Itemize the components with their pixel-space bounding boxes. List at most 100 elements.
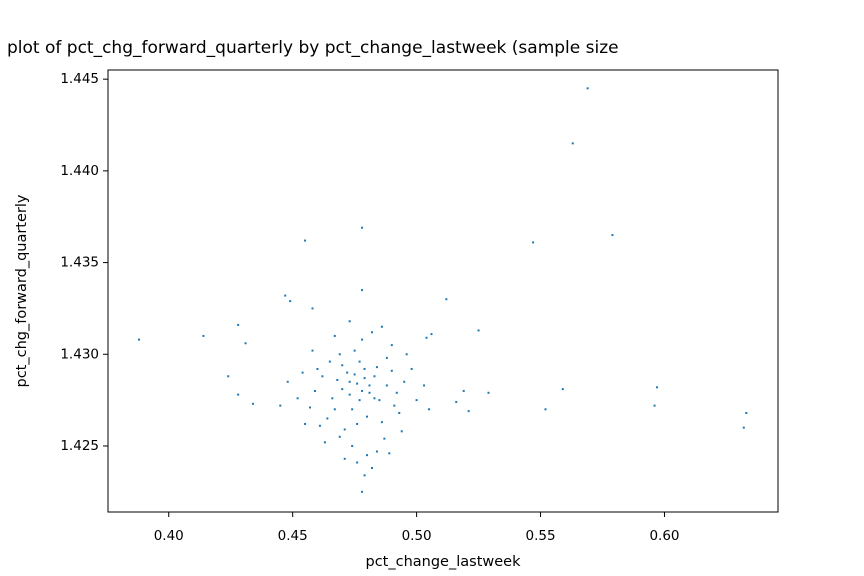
point (341, 364, 344, 367)
point (237, 393, 240, 396)
point (405, 353, 408, 356)
point (400, 430, 403, 433)
point (368, 391, 371, 394)
point (348, 380, 351, 383)
point (415, 399, 418, 402)
point (309, 406, 312, 409)
y-tick-label: 1.425 (60, 438, 99, 454)
point (373, 397, 376, 400)
point (656, 386, 659, 389)
y-tick-label: 1.440 (60, 163, 99, 179)
point (284, 294, 287, 297)
point (289, 300, 292, 303)
point (403, 380, 406, 383)
point (348, 320, 351, 323)
point (467, 410, 470, 413)
point (380, 325, 383, 328)
x-tick-label: 0.45 (278, 528, 308, 544)
point (286, 380, 289, 383)
point (361, 289, 364, 292)
y-axis-label: pct_chg_forward_quarterly (14, 194, 30, 387)
point (356, 461, 359, 464)
point (321, 375, 324, 378)
point (361, 389, 364, 392)
point (430, 333, 433, 336)
x-axis-label: pct_change_lastweek (366, 554, 522, 570)
point (455, 400, 458, 403)
point (477, 329, 480, 332)
point (363, 367, 366, 370)
point (336, 378, 339, 381)
point (370, 466, 373, 469)
point (586, 87, 589, 90)
point (373, 375, 376, 378)
point (375, 450, 378, 453)
point (311, 349, 314, 352)
point (361, 338, 364, 341)
point (445, 298, 448, 301)
plot-frame (107, 69, 779, 513)
point (462, 389, 465, 392)
point (237, 323, 240, 326)
point (333, 408, 336, 411)
point (487, 391, 490, 394)
point (370, 331, 373, 334)
point (326, 417, 329, 420)
point (316, 367, 319, 370)
y-tick-label: 1.445 (60, 71, 99, 87)
point (353, 349, 356, 352)
point (343, 428, 346, 431)
point (653, 404, 656, 407)
point (363, 474, 366, 477)
point (351, 408, 354, 411)
point (356, 422, 359, 425)
point (380, 421, 383, 424)
point (252, 402, 255, 405)
point (318, 424, 321, 427)
point (378, 399, 381, 402)
point (244, 342, 247, 345)
point (338, 353, 341, 356)
point (395, 391, 398, 394)
x-tick-label: 0.40 (154, 528, 184, 544)
point (313, 389, 316, 392)
point (351, 444, 354, 447)
point (385, 384, 388, 387)
point (363, 377, 366, 380)
point (361, 226, 364, 229)
x-tick-label: 0.60 (649, 528, 679, 544)
point (346, 371, 349, 374)
point (328, 360, 331, 363)
point (311, 307, 314, 310)
point (353, 373, 356, 376)
point (301, 371, 304, 374)
point (532, 241, 535, 244)
x-tick-label: 0.55 (526, 528, 556, 544)
point (343, 457, 346, 460)
point (366, 415, 369, 418)
point (390, 369, 393, 372)
point (544, 408, 547, 411)
point (348, 393, 351, 396)
point (427, 408, 430, 411)
point (338, 435, 341, 438)
point (571, 142, 574, 145)
x-tick-label: 0.50 (402, 528, 432, 544)
point (393, 404, 396, 407)
point (296, 397, 299, 400)
point (410, 367, 413, 370)
point (388, 452, 391, 455)
point (425, 336, 428, 339)
point (383, 437, 386, 440)
point (561, 388, 564, 391)
point (423, 384, 426, 387)
point (361, 490, 364, 493)
point (366, 454, 369, 457)
point (333, 334, 336, 337)
point (279, 404, 282, 407)
point (390, 344, 393, 347)
y-tick-label: 1.435 (60, 255, 99, 271)
point (398, 411, 401, 414)
point (745, 411, 748, 414)
